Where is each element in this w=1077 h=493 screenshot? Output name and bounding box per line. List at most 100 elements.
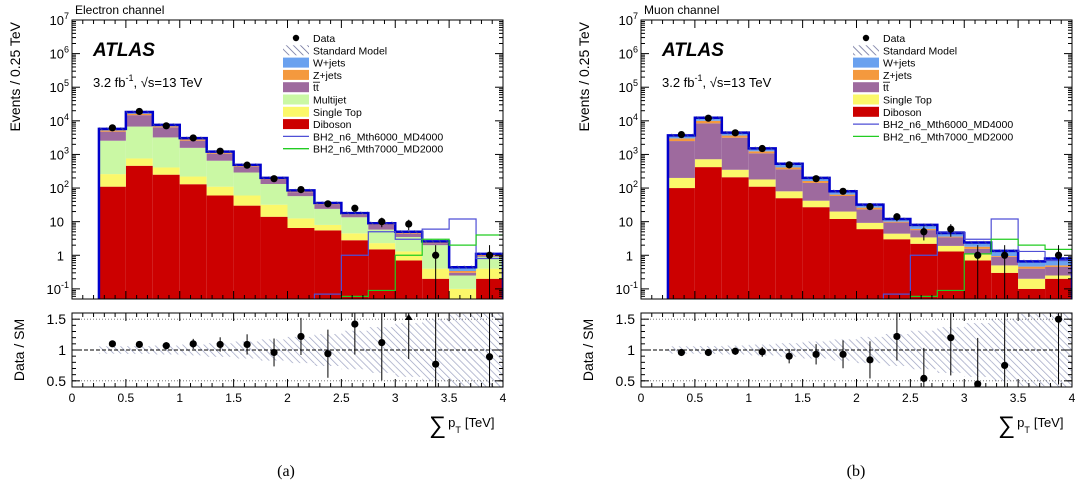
signal-line-bh2-n6-mth6000-md4000 (313, 218, 503, 299)
x-tick-label: 2.5 (333, 391, 350, 405)
ratio-point (243, 340, 251, 349)
ratio-point (162, 342, 170, 350)
bar-diboson (694, 167, 722, 299)
legend-swatch (283, 82, 309, 93)
bar-w-jets (449, 267, 477, 272)
bar-tt (341, 214, 369, 218)
legend-label: tt (313, 82, 319, 94)
data-point (920, 228, 928, 236)
ratio-y-tick-label: 1.5 (616, 311, 636, 327)
data-point (378, 218, 386, 226)
bar-diboson (910, 243, 938, 299)
y-tick-label: 102 (50, 179, 69, 196)
ratio-point (947, 334, 955, 342)
ratio-point (189, 340, 197, 348)
bar-tt (125, 115, 153, 127)
bar-single-top (395, 251, 423, 261)
bar-tt (179, 140, 207, 148)
bar-multijet (368, 229, 396, 244)
bar-tt (721, 137, 749, 170)
bar-z-jets (1018, 266, 1046, 269)
legend-label: BH2_n6_Mth7000_MD2000 (883, 131, 1013, 143)
bar-single-top (1018, 278, 1046, 289)
bar-single-top (721, 169, 749, 178)
x-tick-label: 4 (500, 391, 507, 405)
ratio-point (758, 348, 766, 356)
bar-diboson (1018, 288, 1046, 299)
legend-label: Multijet (313, 95, 346, 107)
bar-diboson (260, 216, 288, 299)
legend-label: Single Top (883, 95, 932, 107)
y-tick-label: 10-1 (616, 280, 638, 297)
ratio-point (378, 339, 386, 347)
x-tick-label: 0 (638, 391, 645, 405)
ratio-point (216, 340, 224, 349)
data-point (704, 114, 712, 122)
y-tick-label: 103 (50, 145, 69, 162)
bar-multijet (233, 172, 261, 196)
x-tick-label: 3 (961, 391, 968, 405)
bar-diboson (98, 186, 126, 299)
bar-multijet (125, 126, 153, 159)
x-tick-label: 3.5 (441, 391, 458, 405)
bar-diboson (341, 240, 369, 299)
ratio-area (641, 313, 1072, 387)
bar-diboson (152, 174, 180, 299)
bar-tt (287, 192, 315, 197)
data-point (243, 161, 251, 169)
data-point (351, 204, 359, 212)
bar-diboson (748, 186, 776, 299)
ratio-point (297, 332, 305, 341)
bar-diboson (395, 260, 423, 299)
x-axis-label: ∑ pT [TeV] (429, 412, 494, 439)
bar-single-top (368, 243, 396, 250)
bar-single-top (98, 174, 126, 187)
ratio-point (270, 348, 278, 357)
bar-diboson (125, 165, 153, 299)
x-tick-label: 3 (392, 391, 399, 405)
x-tick-label: 3.5 (1010, 391, 1027, 405)
sm-uncertainty-band (910, 223, 938, 227)
panel-title: Muon channel (644, 3, 719, 17)
x-axis-label: ∑ pT [TeV] (998, 412, 1063, 439)
muon-channel-panel: Muon channel 10-1110102103104105106107Ev… (576, 3, 1076, 480)
legend-label: Data (883, 33, 905, 45)
data-point (839, 187, 847, 195)
y-tick-label: 107 (50, 11, 69, 28)
bar-single-top (233, 195, 261, 206)
bar-single-top (802, 200, 830, 208)
ratio-point (432, 360, 440, 368)
bar-single-top (287, 218, 315, 228)
bar-multijet (395, 236, 423, 252)
bar-tt (422, 243, 450, 246)
experiment-label: ATLAS (92, 40, 155, 61)
ratio-point (351, 320, 359, 328)
data-point (432, 251, 440, 259)
main-plot: 10-1 1 10 102 103 104 105 106 107 Events / 0.25 T… (7, 11, 504, 300)
bar-tt (856, 209, 884, 223)
bar-tt (937, 237, 965, 246)
ratio-y-tick-label: 0.5 (616, 373, 636, 389)
bar-diboson (233, 205, 261, 299)
ratio-point (1001, 361, 1009, 370)
bar-z-jets (883, 221, 911, 223)
bar-multijet (287, 196, 315, 219)
ratio-y-tick-label: 1 (627, 342, 635, 358)
panel-title: Electron channel (75, 3, 164, 17)
bar-tt (775, 169, 803, 192)
bar-diboson (314, 230, 342, 299)
ratio-y-tick-label: 1.5 (47, 311, 67, 327)
bar-z-jets (721, 135, 749, 138)
data-point (189, 134, 197, 142)
sm-uncertainty-band (341, 211, 369, 215)
bar-w-jets (1018, 261, 1046, 267)
bar-tt (368, 224, 396, 230)
ratio-point (1054, 315, 1063, 323)
bar-diboson (206, 195, 234, 299)
y-tick-label: 106 (50, 45, 69, 62)
ratio-y-tick-label: 1 (58, 342, 66, 358)
legend-hatch-swatch (283, 45, 309, 56)
ratio-point (866, 356, 874, 364)
bar-single-top (260, 204, 288, 217)
